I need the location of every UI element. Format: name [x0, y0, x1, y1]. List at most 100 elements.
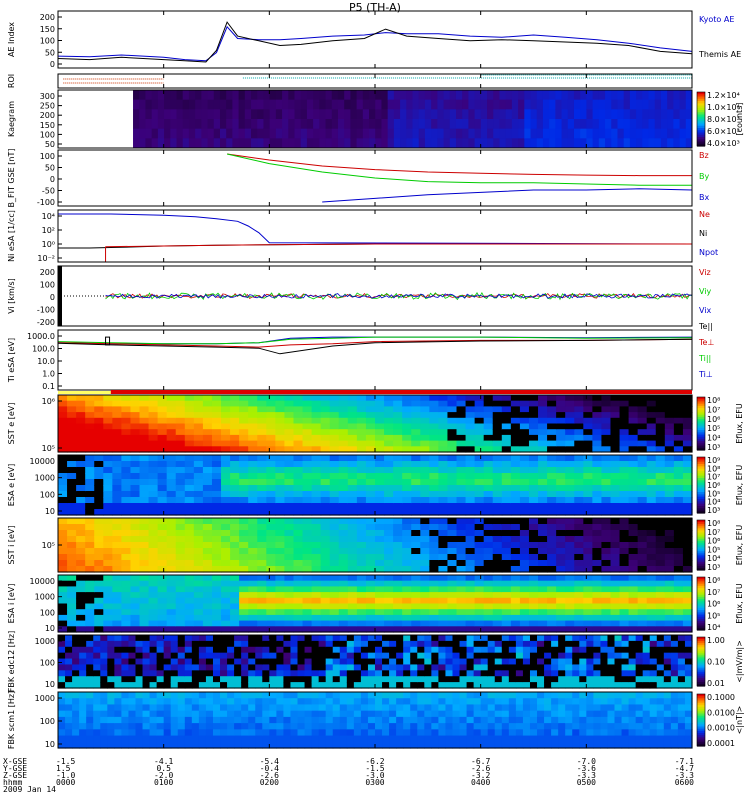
keogram-cell — [580, 128, 587, 139]
keogram-cell — [182, 138, 190, 149]
sst_i-cell — [58, 560, 68, 567]
keogram-cell — [182, 90, 190, 101]
sst_e-cell — [619, 417, 630, 425]
keogram-cell — [455, 128, 463, 139]
fbk2-cell — [262, 729, 270, 737]
esa_i-cell — [121, 575, 132, 582]
sst_i-cell — [320, 554, 331, 561]
sst_i-cell — [447, 518, 458, 525]
esa_i-cell — [519, 609, 530, 616]
esa_e-cell — [637, 491, 648, 498]
fbk2-cell — [276, 704, 285, 712]
sst_e-cell — [429, 446, 439, 453]
fbk2-cell — [86, 692, 94, 699]
sst_i-cell — [329, 518, 340, 525]
sst_e-cell — [58, 440, 68, 447]
legend-vi-0: Viz — [699, 268, 711, 277]
esa_i-cell — [510, 620, 521, 627]
esa_i-cell — [302, 580, 313, 587]
sst_e-cell — [112, 446, 122, 453]
sst_e-cell — [547, 406, 557, 413]
sst_e-cell — [592, 434, 603, 442]
fbk2-cell — [184, 692, 193, 699]
esa_e-cell — [411, 479, 421, 486]
fbk1-cell — [114, 646, 122, 654]
fbk1-cell — [670, 670, 679, 677]
fbk1-cell — [473, 640, 482, 648]
sst_i-cell — [85, 566, 95, 573]
esa_e-cell — [284, 509, 295, 516]
keogram-cell — [164, 109, 171, 120]
keogram-cell — [331, 119, 339, 130]
keogram-cell — [642, 109, 650, 120]
sst_e-cell — [202, 434, 213, 442]
fbk1-cell — [389, 682, 397, 689]
fbk1-cell — [184, 664, 193, 671]
sst_i-cell — [211, 524, 222, 531]
fbk1-cell — [635, 676, 644, 683]
sst_e-cell — [166, 400, 177, 407]
esa_e-cell — [637, 509, 648, 516]
sst_i-cell — [682, 542, 693, 549]
sst_e-cell — [311, 395, 322, 402]
esa_e-cell — [547, 467, 557, 474]
colorbar-label: 10⁶ — [707, 415, 720, 424]
sst_e-cell — [284, 412, 295, 419]
esa_e-cell — [211, 455, 222, 462]
legend-ti-3: Ti⊥ — [698, 370, 713, 379]
sst_e-cell — [239, 429, 249, 436]
sst_e-colorbar-cell — [697, 445, 705, 449]
keogram-cell — [474, 99, 482, 110]
fbk1-cell — [262, 664, 270, 671]
sst_e-cell — [574, 440, 584, 447]
sst_e-cell — [628, 417, 639, 425]
fbk1-cell — [635, 682, 644, 689]
esa_i-cell — [184, 586, 195, 593]
keogram-cell — [251, 128, 258, 139]
fbk1-cell — [579, 635, 587, 642]
esa_e-cell — [257, 497, 267, 504]
sst_i-cell — [547, 518, 557, 525]
fbk1-cell — [227, 640, 235, 648]
sst_i-cell — [302, 566, 313, 573]
fbk2-cell — [156, 729, 165, 737]
esa_e-cell — [592, 461, 603, 468]
sst_i-cell — [239, 566, 249, 573]
sst_e-cell — [375, 440, 385, 447]
sst_i-cell — [139, 560, 150, 567]
sst_e-cell — [519, 412, 530, 419]
fbk1-cell — [79, 640, 87, 648]
esa_e-cell — [320, 479, 331, 486]
esa_i-cell — [356, 586, 367, 593]
fbk1-cell — [396, 635, 404, 642]
fbk1-cell — [494, 640, 503, 648]
fbk2-cell — [100, 704, 108, 712]
esa_i-cell — [411, 620, 421, 627]
fbk1-cell — [255, 676, 263, 683]
fbk2-cell — [114, 729, 122, 737]
esa_i-cell — [592, 597, 603, 605]
keogram-cell — [418, 128, 426, 139]
sst_e-cell — [302, 446, 313, 453]
esa_e-cell — [510, 461, 521, 468]
esa_e-cell — [447, 491, 458, 498]
fbk1-cell — [318, 640, 327, 648]
keogram-cell — [213, 90, 221, 101]
esa_i-cell — [538, 597, 548, 605]
sst_e-cell — [248, 395, 258, 402]
keogram-cell — [275, 90, 283, 101]
sst_i-cell — [58, 566, 68, 573]
sst_e-cell — [637, 417, 648, 425]
esa_e-cell — [184, 497, 195, 504]
sst_e-cell — [266, 400, 276, 407]
fbk1-cell — [367, 658, 376, 666]
esa_e-cell — [492, 455, 503, 462]
esa_i-cell — [202, 609, 213, 616]
esa_i-cell — [347, 592, 358, 599]
sst_e-cell — [610, 406, 621, 413]
esa_i-cell — [347, 603, 358, 610]
sst_i-cell — [402, 566, 412, 573]
fbk1-cell — [572, 682, 580, 689]
keogram-cell — [555, 119, 563, 130]
sst_e-cell — [365, 429, 376, 436]
